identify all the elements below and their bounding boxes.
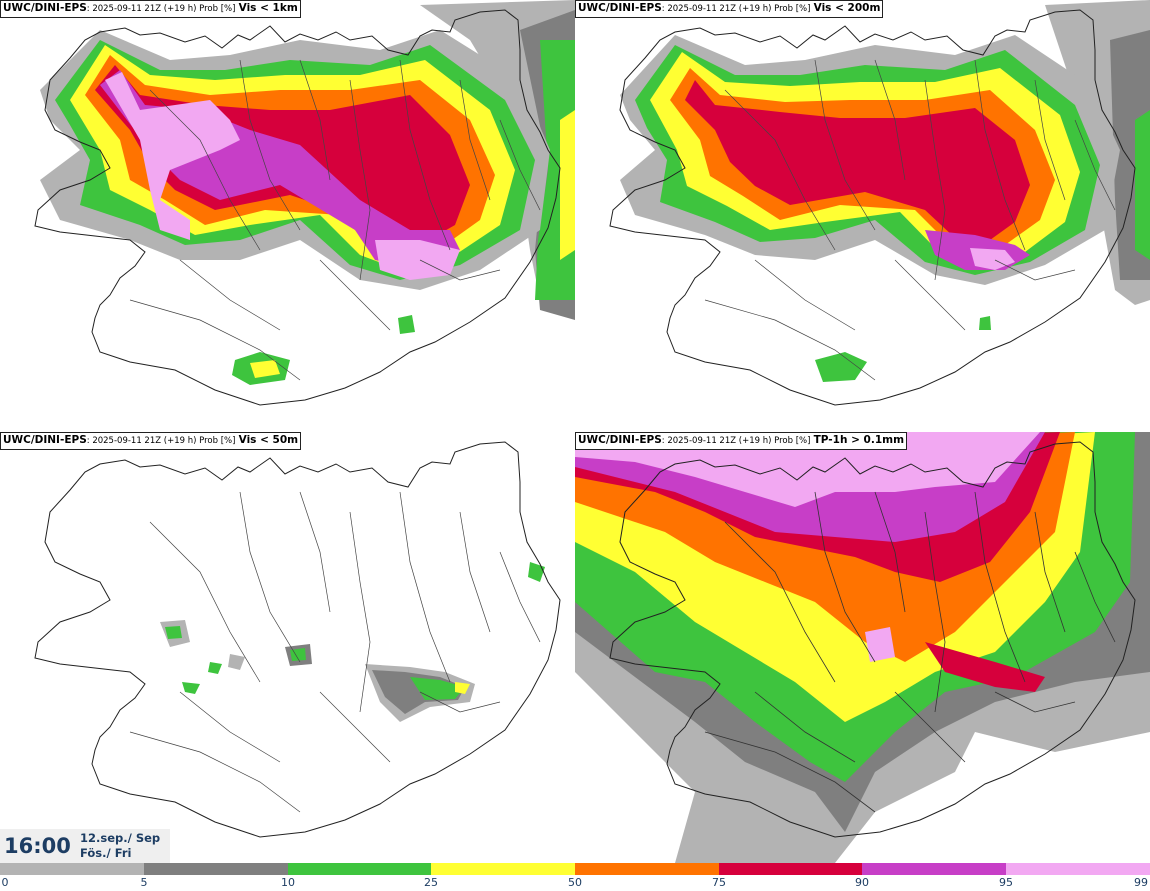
colorbar-tick: 75: [712, 876, 726, 889]
colorbar-segment: [144, 863, 288, 875]
probability-map: [609, 0, 1150, 406]
panel-source: UWC/DINI-EPS: [3, 2, 87, 14]
colorbar-tick: 90: [855, 876, 869, 889]
map-panel-vis-50m: UWC/DINI-EPS: 2025-09-11 21Z (+19 h) Pro…: [0, 432, 575, 863]
fog-probability-areas: [620, 0, 1150, 382]
probability-map: [34, 441, 561, 838]
colorbar-tick: 0: [1, 876, 9, 889]
coastline: [34, 441, 561, 838]
colorbar-tick: 99: [1134, 876, 1148, 889]
valid-date-line2: Fös./ Fri: [80, 846, 132, 860]
panel-title: UWC/DINI-EPS: 2025-09-11 21Z (+19 h) Pro…: [575, 0, 884, 18]
valid-time: 16:00: [4, 834, 71, 858]
colorbar-segment: [1006, 863, 1150, 875]
panel-title: UWC/DINI-EPS: 2025-09-11 21Z (+19 h) Pro…: [575, 432, 908, 450]
map-panel-precip: UWC/DINI-EPS: 2025-09-11 21Z (+19 h) Pro…: [575, 432, 1150, 863]
colorbar-segment: [288, 863, 431, 875]
colorbar-segment: [0, 863, 144, 875]
panel-field: Vis < 200m: [813, 2, 881, 14]
colorbar: 0 5 10 25 50 75 90 95 99: [0, 863, 1150, 891]
map-panel-vis-1km: UWC/DINI-EPS: 2025-09-11 21Z (+19 h) Pro…: [0, 0, 575, 431]
panel-meta: : 2025-09-11 21Z (+19 h) Prob [%]: [86, 4, 236, 14]
colorbar-tick: 25: [424, 876, 438, 889]
panel-source: UWC/DINI-EPS: [578, 2, 662, 14]
colorbar-segment: [575, 863, 719, 875]
colorbar-tick: 5: [140, 876, 148, 889]
colorbar-tick: 50: [568, 876, 582, 889]
colorbar-segment: [862, 863, 1006, 875]
colorbar-segment: [719, 863, 862, 875]
valid-date-line1: 12.sep./ Sep: [80, 831, 161, 845]
rivers: [129, 491, 541, 813]
panel-source: UWC/DINI-EPS: [578, 434, 662, 446]
panel-meta: : 2025-09-11 21Z (+19 h) Prob [%]: [661, 4, 811, 14]
valid-date: 12.sep./ Sep Fös./ Fri: [80, 831, 160, 861]
panel-meta: : 2025-09-11 21Z (+19 h) Prob [%]: [661, 436, 811, 446]
colorbar-segment: [431, 863, 575, 875]
panel-source: UWC/DINI-EPS: [3, 434, 87, 446]
panel-field: Vis < 50m: [238, 434, 299, 446]
panel-field: TP-1h > 0.1mm: [813, 434, 905, 446]
map-panel-vis-200m: UWC/DINI-EPS: 2025-09-11 21Z (+19 h) Pro…: [575, 0, 1150, 431]
fog-probability-areas: [160, 562, 545, 722]
colorbar-tick: 95: [999, 876, 1013, 889]
fog-probability-areas: [40, 0, 575, 385]
panel-title: UWC/DINI-EPS: 2025-09-11 21Z (+19 h) Pro…: [0, 0, 301, 18]
panel-field: Vis < 1km: [238, 2, 298, 14]
panel-title: UWC/DINI-EPS: 2025-09-11 21Z (+19 h) Pro…: [0, 432, 302, 450]
colorbar-tick: 10: [281, 876, 295, 889]
valid-time-box: 16:00 12.sep./ Sep Fös./ Fri: [0, 829, 170, 863]
panel-meta: : 2025-09-11 21Z (+19 h) Prob [%]: [86, 436, 236, 446]
probability-map: [575, 432, 1150, 863]
probability-map: [34, 0, 575, 406]
precip-probability-areas: [575, 432, 1150, 863]
